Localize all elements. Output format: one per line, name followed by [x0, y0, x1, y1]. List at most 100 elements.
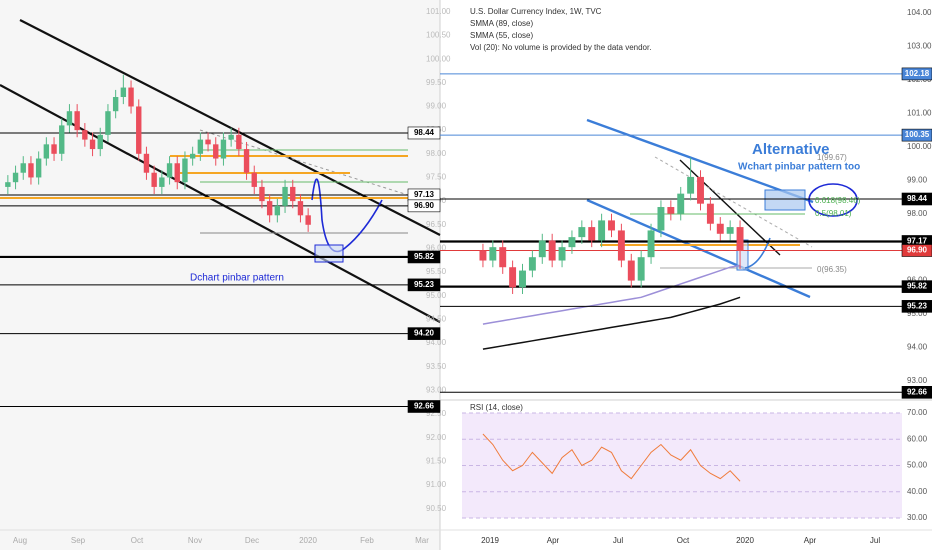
- candle-body: [28, 163, 34, 178]
- level-label-box: [901, 128, 932, 142]
- y-tick-label: 91.50: [426, 456, 447, 465]
- x-tick-label: Jul: [870, 536, 880, 545]
- level-label-box: [901, 67, 932, 81]
- candle-body: [112, 97, 119, 112]
- y-tick-label: 104.00: [907, 8, 932, 17]
- candle-body: [259, 186, 265, 202]
- candle-body: [66, 111, 73, 126]
- level-label-box: [407, 199, 441, 213]
- candle-body: [120, 87, 127, 98]
- y-tick-label: 98.00: [426, 149, 447, 158]
- level-label: 97.13: [414, 190, 435, 199]
- fib-label: 0.5(98.01): [815, 209, 852, 218]
- legend-note: Vol (20): No volume is provided by the d…: [470, 43, 651, 52]
- candle-body: [228, 134, 234, 140]
- x-tick-label: Aug: [13, 536, 27, 545]
- ma-line: [482, 264, 741, 325]
- candle-body: [608, 220, 615, 231]
- y-tick-label: 94.00: [907, 343, 928, 352]
- y-tick-label: 92.50: [426, 409, 447, 418]
- candle-body: [479, 250, 487, 261]
- dashed-line: [654, 156, 813, 248]
- candle-body: [617, 230, 625, 261]
- candle-body: [637, 257, 645, 281]
- annotation: Wchart pinbar pattern too: [738, 162, 860, 173]
- candle-body: [726, 227, 734, 234]
- candle-body: [548, 240, 556, 261]
- candle-body: [716, 223, 724, 234]
- y-tick-label: 100.50: [426, 31, 451, 40]
- level-label: 94.20: [414, 329, 435, 338]
- channel-line: [586, 118, 814, 204]
- left-panel: [0, 0, 440, 550]
- y-tick-label: 93.00: [907, 376, 928, 385]
- candle-body: [143, 153, 150, 173]
- level-label-box: [407, 278, 441, 292]
- candle-body: [51, 144, 57, 154]
- y-tick-label: 40.00: [907, 487, 928, 496]
- candle-body: [236, 134, 242, 150]
- candle-body: [627, 260, 635, 281]
- level-label-box: [901, 300, 932, 313]
- fib-label: 0.618(98.46): [815, 196, 861, 205]
- pinbar-box: [314, 244, 344, 263]
- y-tick-label: 91.00: [426, 480, 447, 489]
- candle-body: [35, 158, 42, 178]
- x-tick-label: Apr: [547, 536, 560, 545]
- x-tick-label: Apr: [804, 536, 817, 545]
- level-label: 95.82: [907, 282, 928, 291]
- target-box: [764, 189, 806, 211]
- y-tick-label: 93.50: [426, 362, 447, 371]
- level-label: 98.44: [907, 194, 928, 203]
- y-tick-label: 95.00: [426, 291, 447, 300]
- chart-layer: 101.00100.50100.0099.5099.0098.5098.0097…: [0, 7, 932, 545]
- candle-body: [166, 163, 173, 178]
- candle-body: [282, 186, 288, 206]
- candle-body: [243, 149, 250, 173]
- candle-body: [5, 182, 11, 187]
- candle-body: [20, 163, 26, 173]
- candle-body: [274, 205, 281, 216]
- y-tick-label: 94.50: [426, 315, 447, 324]
- candle-body: [213, 144, 219, 159]
- level-label: 95.23: [414, 280, 435, 289]
- x-tick-label: Mar: [415, 536, 429, 545]
- y-tick-label: 96.00: [907, 276, 928, 285]
- level-label-box: [901, 244, 932, 257]
- trend-line: [0, 84, 441, 323]
- level-label-box: [901, 280, 932, 293]
- candle-body: [578, 227, 586, 238]
- candle-body: [174, 163, 180, 183]
- y-tick-label: 70.00: [907, 408, 928, 417]
- candle-body: [89, 139, 96, 150]
- legend-entry: SMMA (89, close): [470, 19, 533, 28]
- y-tick-label: 99.00: [426, 102, 447, 111]
- candle-body: [97, 134, 103, 150]
- fib-label: 1(99.67): [817, 153, 847, 162]
- candle-body: [558, 247, 566, 261]
- candle-body: [528, 257, 536, 271]
- candle-body: [706, 203, 714, 224]
- candle-body: [12, 172, 19, 183]
- y-tick-label: 30.00: [907, 513, 928, 522]
- x-tick-label: 2020: [299, 536, 317, 545]
- candle-body: [82, 130, 88, 140]
- candle-body: [509, 267, 517, 288]
- y-tick-label: 99.00: [907, 175, 928, 184]
- y-tick-label: 92.00: [426, 433, 447, 442]
- candle-body: [290, 186, 296, 202]
- x-tick-label: Oct: [131, 536, 144, 545]
- drawings-left: [0, 19, 441, 323]
- candle-body: [538, 240, 546, 258]
- candle-body: [128, 87, 134, 107]
- y-tick-label: 50.00: [907, 461, 928, 470]
- candle-body: [657, 207, 665, 231]
- annotation: Dchart pinbar pattern: [190, 273, 284, 284]
- candle-body: [297, 201, 304, 216]
- fib-label: 0(96.35): [817, 265, 847, 274]
- candle-body: [205, 139, 211, 145]
- legend-entry: SMMA (55, close): [470, 31, 533, 40]
- candle-body: [182, 158, 188, 183]
- candle-body: [667, 207, 675, 214]
